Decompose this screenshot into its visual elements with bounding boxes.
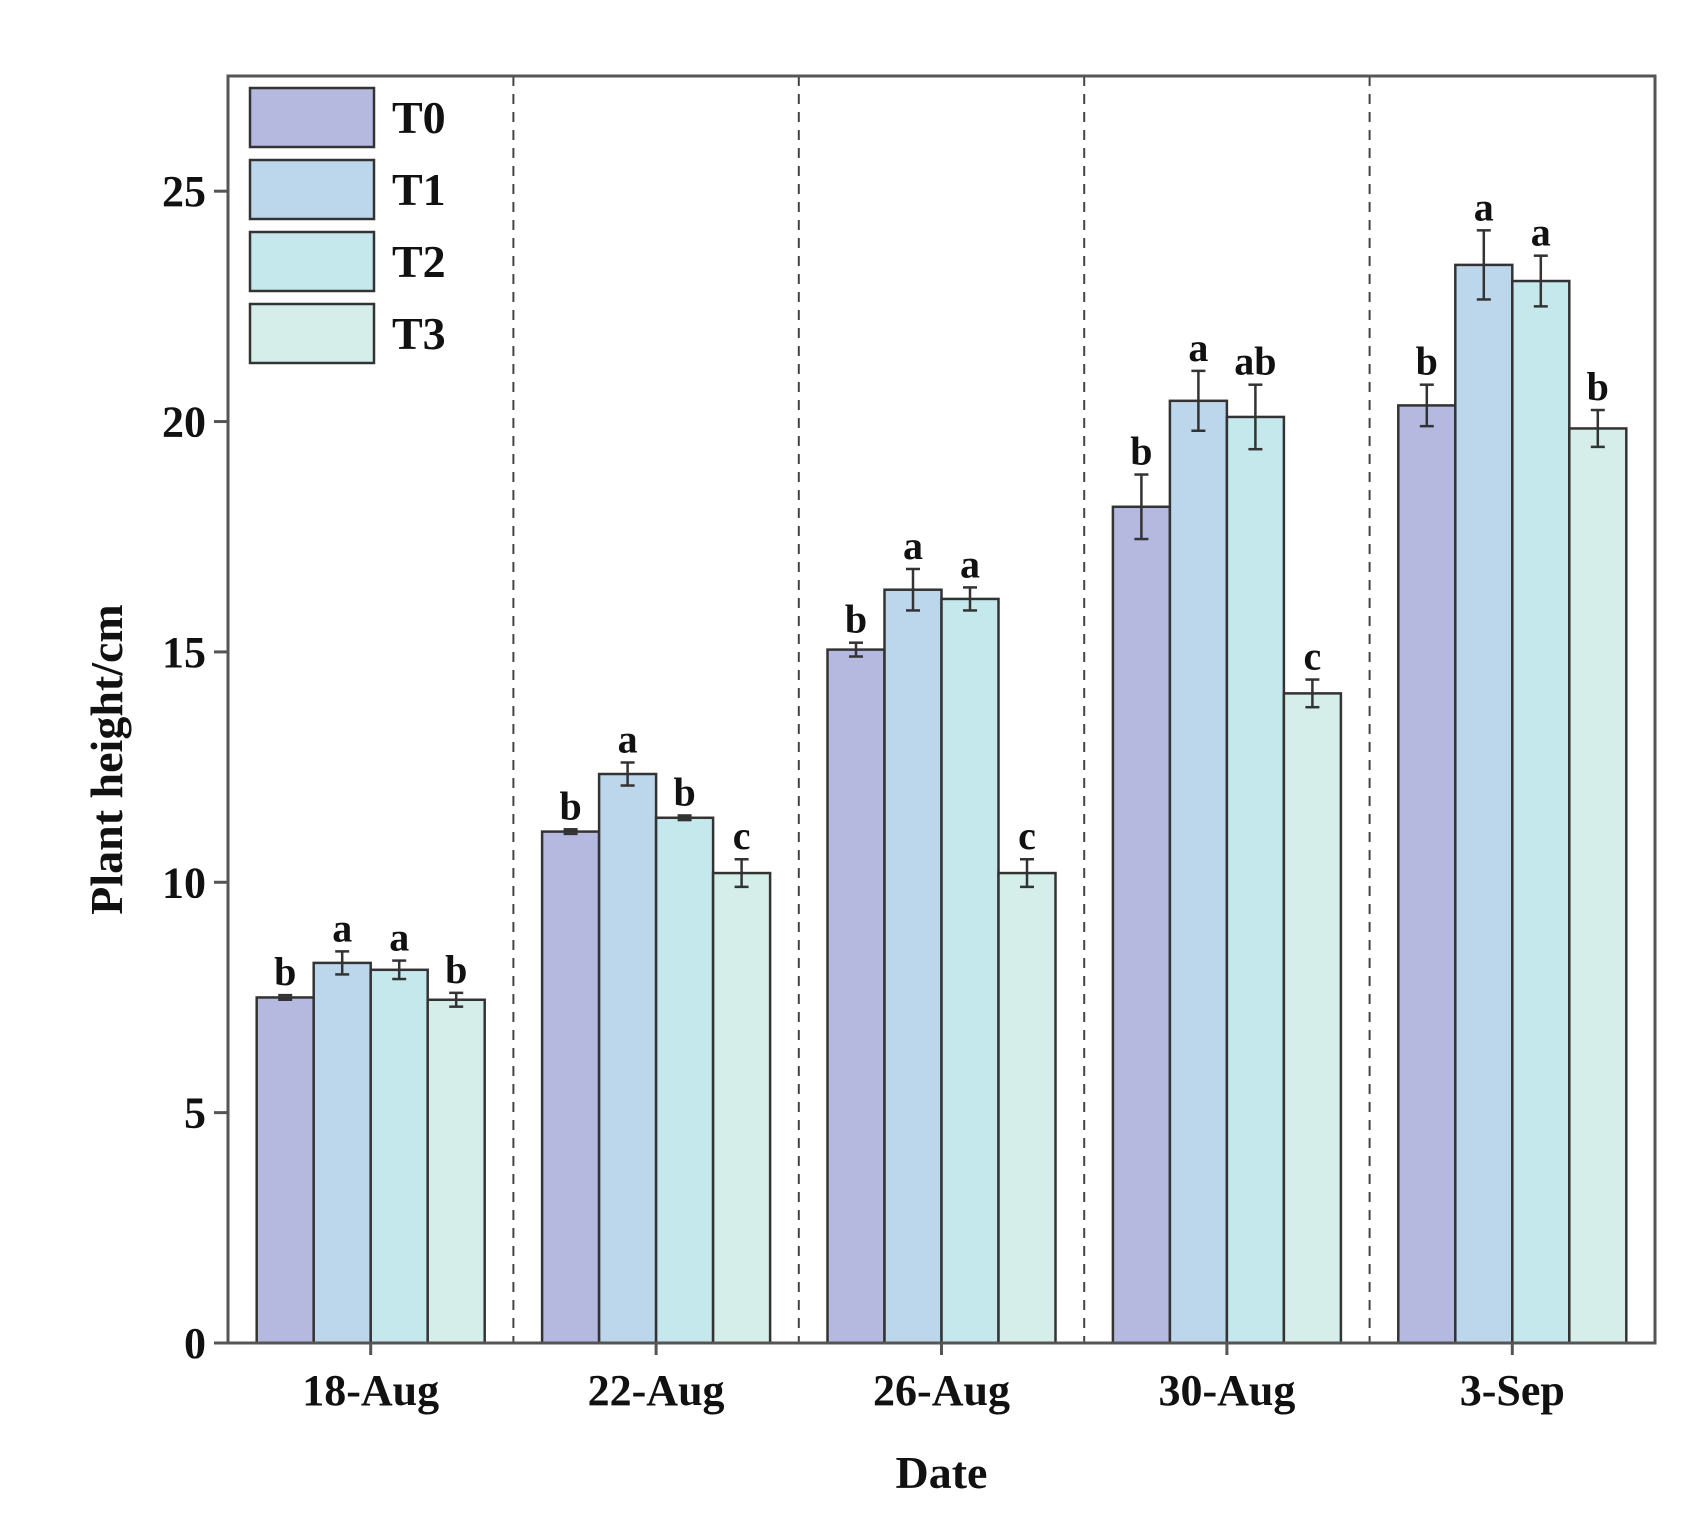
bar-T1-3-Sep (1454, 263, 1514, 1345)
bar-T2-18-Aug (369, 968, 429, 1345)
x-axis-title: Date (896, 1447, 988, 1498)
bar-T2-30-Aug (1225, 415, 1286, 1345)
y-axis: 0 5 10 15 20 25 (162, 167, 228, 1368)
error-bar-T0-30-Aug (1134, 473, 1149, 541)
legend-label-T3: T3 (392, 308, 446, 359)
x-tick-label-30-Aug: 30-Aug (1158, 1366, 1295, 1415)
x-tick-label-3-Sep: 3-Sep (1460, 1366, 1565, 1415)
sig-label-T2-18-Aug: a (389, 915, 409, 960)
error-bar-T1-22-Aug (620, 761, 635, 787)
x-tick-label-22-Aug: 22-Aug (588, 1366, 725, 1415)
bar-T2-26-Aug (940, 597, 1000, 1345)
error-bar-T3-26-Aug (1020, 857, 1034, 889)
bar-T2-22-Aug (654, 816, 715, 1345)
sig-label-T1-18-Aug: a (332, 905, 352, 950)
bar-T0-26-Aug (826, 648, 886, 1345)
y-tick-label-20: 20 (162, 398, 206, 447)
legend-swatch-T1 (248, 158, 376, 221)
y-tick-label-5: 5 (184, 1089, 206, 1138)
sig-label-T3-3-Sep: b (1587, 364, 1609, 409)
bar-T0-30-Aug (1111, 505, 1172, 1345)
sig-label-T3-26-Aug: c (1018, 813, 1036, 858)
bar-T1-18-Aug (312, 961, 372, 1345)
y-tick-label-10: 10 (162, 858, 206, 907)
error-bar-T1-18-Aug (335, 950, 350, 976)
sig-label-T1-3-Sep: a (1474, 184, 1494, 229)
bar-T1-22-Aug (597, 772, 658, 1345)
sig-label-T0-30-Aug: b (1130, 429, 1152, 474)
error-bar-T0-18-Aug (278, 993, 293, 1002)
sig-label-T1-26-Aug: a (903, 523, 923, 568)
sig-label-T2-26-Aug: a (960, 541, 980, 586)
sig-label-T1-30-Aug: a (1188, 325, 1208, 370)
error-bar-T3-22-Aug (734, 857, 749, 889)
sig-label-T3-30-Aug: c (1304, 634, 1322, 679)
legend-label-T0: T0 (392, 92, 446, 143)
legend: T0 T1 T2 T3 (248, 86, 446, 365)
error-bar-T1-3-Sep (1476, 229, 1491, 301)
bar-T3-26-Aug (997, 871, 1057, 1345)
error-bar-T2-3-Sep (1533, 254, 1548, 308)
sig-label-T0-26-Aug: b (845, 597, 867, 642)
error-bar-T3-30-Aug (1305, 678, 1320, 709)
bar-T3-18-Aug (426, 998, 486, 1345)
y-tick-label-0: 0 (184, 1319, 206, 1368)
bar-T1-30-Aug (1168, 399, 1229, 1345)
sig-label-T3-22-Aug: c (733, 813, 751, 858)
bar-T3-30-Aug (1282, 692, 1343, 1345)
error-bar-T0-3-Sep (1419, 383, 1434, 428)
sig-label-T2-3-Sep: a (1531, 210, 1551, 255)
sig-label-T3-18-Aug: b (445, 947, 467, 992)
y-tick-label-25: 25 (162, 167, 206, 216)
error-bar-T2-18-Aug (392, 959, 407, 981)
legend-swatch-T2 (248, 230, 376, 293)
bar-T0-18-Aug (255, 996, 315, 1345)
sig-label-T1-22-Aug: a (618, 716, 638, 761)
group-separators (512, 76, 1371, 1343)
bar-T0-3-Sep (1397, 404, 1457, 1345)
bar-T1-26-Aug (883, 588, 943, 1345)
bar-T3-22-Aug (711, 871, 772, 1345)
error-bar-T0-26-Aug (849, 641, 863, 658)
legend-swatch-T3 (248, 302, 376, 365)
bar-T2-3-Sep (1511, 279, 1571, 1345)
sig-label-T2-22-Aug: b (673, 769, 695, 814)
legend-label-T1: T1 (392, 164, 446, 215)
bar-T3-3-Sep (1568, 427, 1628, 1345)
x-tick-label-26-Aug: 26-Aug (873, 1366, 1010, 1415)
y-tick-label-15: 15 (162, 628, 206, 677)
x-tick-label-18-Aug: 18-Aug (302, 1366, 439, 1415)
error-bar-T1-26-Aug (906, 567, 920, 612)
error-bar-T3-3-Sep (1590, 408, 1605, 449)
error-bar-T0-22-Aug (563, 828, 578, 836)
legend-swatch-T0 (248, 86, 376, 149)
error-bar-T2-26-Aug (963, 586, 977, 612)
error-bar-T1-30-Aug (1191, 369, 1206, 433)
sig-label-T0-3-Sep: b (1416, 339, 1438, 384)
error-bar-T2-22-Aug (677, 814, 692, 822)
x-axis: 18-Aug 22-Aug 26-Aug 30-Aug 3-Sep (302, 1343, 1565, 1415)
sig-label-T0-22-Aug: b (559, 783, 581, 828)
y-axis-title: Plant height/cm (81, 604, 132, 914)
error-bar-T2-30-Aug (1248, 383, 1263, 451)
legend-label-T2: T2 (392, 236, 446, 287)
bar-T0-22-Aug (540, 830, 601, 1345)
error-bars (278, 229, 1605, 1008)
sig-label-T0-18-Aug: b (274, 949, 296, 994)
error-bar-T3-18-Aug (449, 991, 464, 1008)
sig-label-T2-30-Aug: ab (1234, 339, 1276, 384)
